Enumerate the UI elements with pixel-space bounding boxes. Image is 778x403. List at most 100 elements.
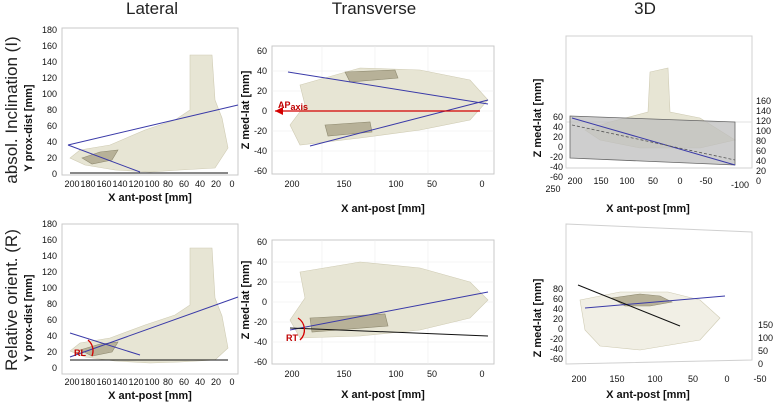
- tick-label: 120: [756, 116, 771, 126]
- column-header-lateral: Lateral: [126, 0, 178, 18]
- rl-angle-label: RL: [74, 348, 86, 358]
- tick-label: 100: [388, 179, 403, 189]
- tick-label: 140: [42, 251, 57, 261]
- reference-line: [289, 327, 489, 337]
- tick-label: -60: [254, 357, 267, 367]
- tick-label: 160: [96, 377, 111, 387]
- tick-label: 60: [179, 377, 189, 387]
- tick-label: 0: [479, 369, 484, 379]
- rt-angle-label: RT: [286, 333, 298, 343]
- tick-label: 60: [553, 112, 563, 122]
- tick-label: 120: [42, 267, 57, 277]
- tick-label: -100: [731, 180, 749, 190]
- tick-label: 50: [427, 179, 437, 189]
- tick-label: 50: [688, 374, 698, 384]
- tick-label: 100: [619, 176, 634, 186]
- z-axis-label: Z med-lat [mm]: [532, 78, 544, 157]
- foot-bones-3d: [579, 291, 721, 351]
- tick-label: 20: [211, 377, 221, 387]
- tick-label: 40: [47, 137, 57, 147]
- x-axis-ticks: 200 150 100 50 0: [284, 369, 484, 379]
- inclination-line: [287, 71, 489, 105]
- tick-label: -40: [550, 344, 563, 354]
- tick-label: 40: [195, 179, 205, 189]
- tick-label: 0: [758, 359, 763, 369]
- tick-label: -20: [254, 126, 267, 136]
- tick-label: 20: [211, 179, 221, 189]
- tick-label: 40: [756, 156, 766, 166]
- tick-label: 120: [42, 73, 57, 83]
- tick-label: 0: [229, 377, 234, 387]
- tick-label: -50: [753, 374, 766, 384]
- y-axis-ticks: 60 40 20 0 -20 -40 -60: [254, 237, 267, 367]
- tick-label: 180: [80, 179, 95, 189]
- column-header-3d: 3D: [634, 0, 656, 18]
- tick-label: 200: [284, 369, 299, 379]
- tick-label: 120: [128, 179, 143, 189]
- rt-angle-arc: [297, 317, 306, 341]
- row-header-absolute-inclination: absol. Inclination (I): [2, 36, 21, 183]
- x-axis-label: X ant-post [mm]: [341, 203, 425, 215]
- x-axis-label: X ant-post [mm]: [108, 390, 192, 402]
- tick-label: 0: [52, 363, 57, 373]
- tick-label: 180: [80, 377, 95, 387]
- tick-label: 150: [758, 320, 773, 330]
- tick-label: 60: [756, 146, 766, 156]
- tick-label: 200: [567, 176, 582, 186]
- tick-label: 60: [47, 315, 57, 325]
- tick-label: 100: [144, 377, 159, 387]
- tick-label: 20: [47, 347, 57, 357]
- tick-label: 80: [553, 284, 563, 294]
- y-axis-label: Y prox-dist [mm]: [23, 84, 35, 172]
- tick-label: 100: [388, 369, 403, 379]
- tick-label: 200: [64, 179, 79, 189]
- tick-label: 20: [257, 277, 267, 287]
- tick-label: -60: [254, 166, 267, 176]
- relative-line: [69, 332, 141, 356]
- tick-label: 20: [257, 86, 267, 96]
- tick-label: 100: [42, 283, 57, 293]
- panel-3d-relative: 80 60 40 20 0 -20 -40 -60 150 100 50 0 2…: [532, 223, 773, 401]
- tick-label: 160: [42, 235, 57, 245]
- x-axis-ticks: 200 180 160 140 120 100 80 60 40 20 0: [64, 377, 234, 387]
- tick-label: 50: [427, 369, 437, 379]
- panel-3d-inclination: 60 40 20 0 -20 -40 -60 160 140 120 100 8…: [532, 35, 771, 215]
- tick-label: 150: [336, 179, 351, 189]
- tick-label: -40: [254, 146, 267, 156]
- tick-label: 40: [195, 377, 205, 387]
- z-axis-ticks: 60 40 20 0 -20 -40 -60: [550, 112, 563, 182]
- tick-label: -20: [254, 317, 267, 327]
- tick-label: 0: [262, 106, 267, 116]
- x-axis-ticks: 200 180 160 140 120 100 80 60 40 20 0: [64, 179, 234, 189]
- tick-label: 50: [648, 176, 658, 186]
- tick-label: 200: [571, 374, 586, 384]
- relative-line: [584, 295, 726, 309]
- z-axis-label: Z med-lat [mm]: [532, 278, 544, 357]
- ap-axis-arrowhead: [275, 107, 283, 115]
- tick-label: -50: [699, 176, 712, 186]
- tick-label: 40: [257, 257, 267, 267]
- row-header-relative-orientation: Relative orient. (R): [2, 229, 21, 371]
- tick-label: 100: [756, 126, 771, 136]
- tick-label: 80: [163, 377, 173, 387]
- tick-label: 160: [756, 96, 771, 106]
- tick-label: 40: [553, 122, 563, 132]
- tick-label: 60: [257, 237, 267, 247]
- panel-transverse-inclination: APaxis 60 40 20 0 -20 -40 -60 200 150 10…: [240, 45, 495, 215]
- tick-label: 140: [756, 106, 771, 116]
- tick-label: 80: [756, 136, 766, 146]
- tick-label: -40: [550, 162, 563, 172]
- inclination-line: [67, 104, 239, 146]
- tick-label: 20: [756, 166, 766, 176]
- tick-label: 0: [756, 176, 761, 186]
- relative-line: [289, 291, 489, 331]
- rl-angle-arc: [87, 339, 94, 357]
- tick-label: 20: [47, 153, 57, 163]
- z-axis-ticks: 80 60 40 20 0 -20 -40 -60: [550, 284, 563, 364]
- tick-label: 0: [262, 297, 267, 307]
- tick-label: 150: [593, 176, 608, 186]
- tick-label: 20: [553, 314, 563, 324]
- tick-label: 250: [545, 184, 560, 194]
